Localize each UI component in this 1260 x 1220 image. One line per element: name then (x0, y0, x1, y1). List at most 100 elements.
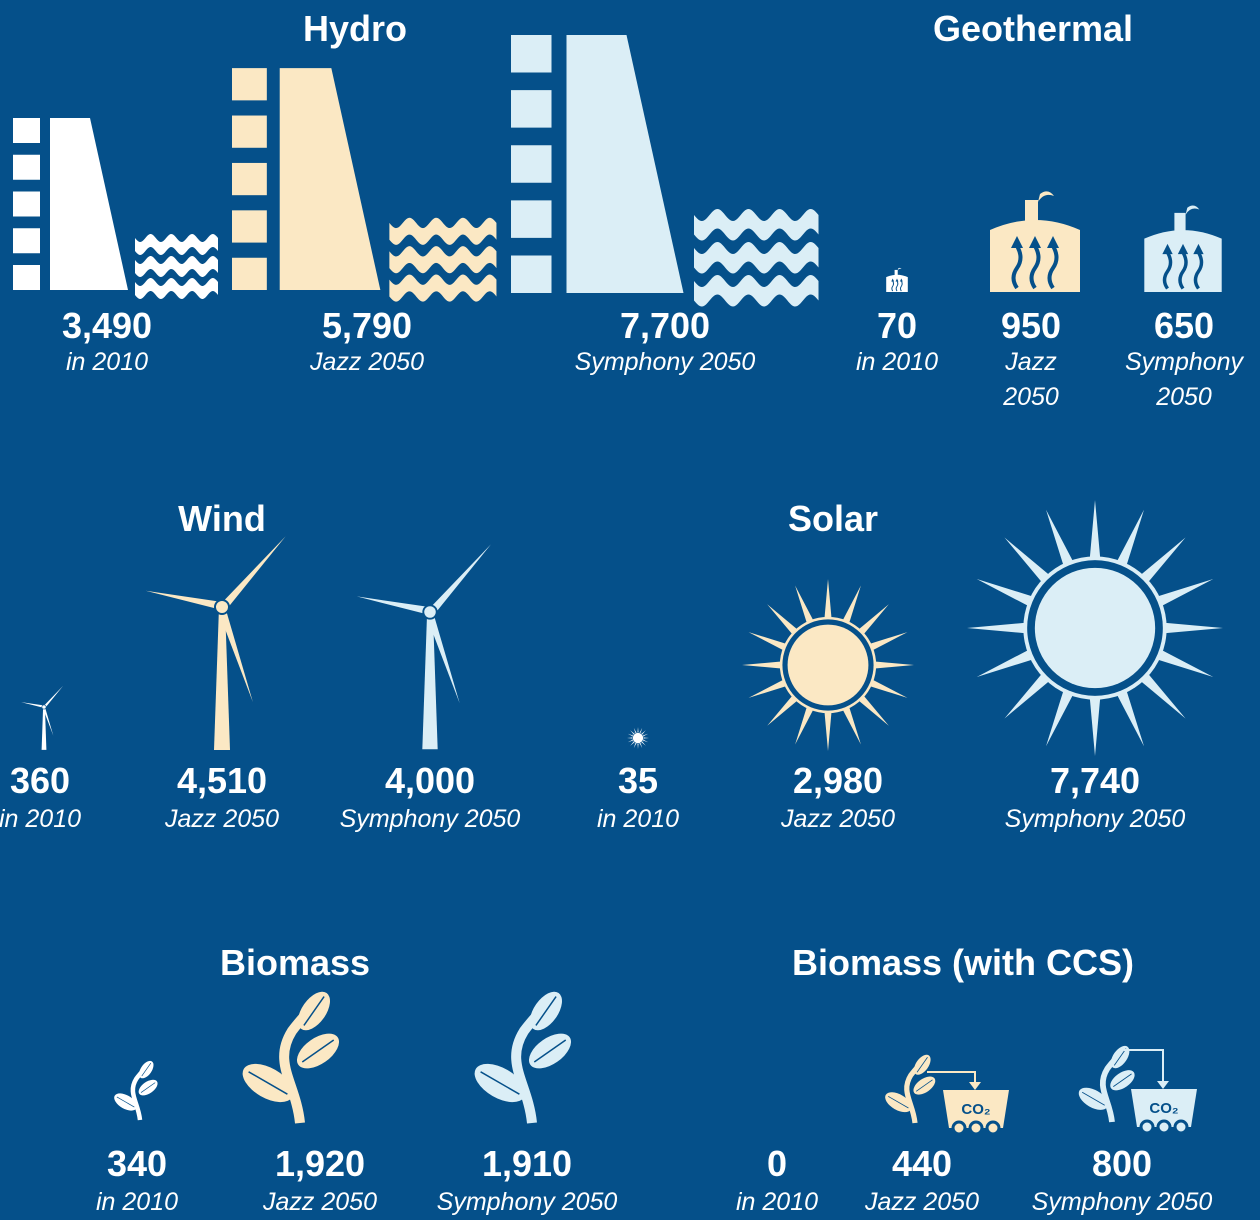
tower (214, 607, 230, 750)
ray (633, 742, 637, 749)
ray (1004, 669, 1054, 719)
arrow-head (1011, 236, 1023, 248)
chimney (1174, 212, 1186, 234)
cart-body (943, 1090, 1009, 1128)
solar-icon (742, 579, 914, 751)
solar-icon (967, 500, 1223, 756)
section-title: Geothermal (932, 8, 1134, 49)
biomass-icon (114, 1060, 158, 1121)
wave (389, 246, 497, 274)
ray (1114, 684, 1144, 747)
heat-arrow (891, 280, 894, 292)
scenario-caption: Symphony 2050 (436, 1188, 618, 1216)
heat-arrow (895, 280, 899, 292)
leaf-vein (301, 1039, 335, 1063)
blade (43, 685, 64, 709)
ray (1046, 684, 1076, 747)
scenario-caption: Jazz 2050 (781, 805, 895, 833)
wave (694, 209, 819, 241)
scenario-caption: in 2010 (65, 348, 149, 376)
leaf-vein (533, 1039, 567, 1063)
heat-arrow (1162, 251, 1173, 290)
ray (639, 742, 643, 749)
ray (630, 741, 635, 746)
value-label: 800 (1091, 1143, 1153, 1184)
biomass-icon (885, 1054, 936, 1124)
section-title: Hydro (302, 8, 407, 49)
blade (427, 544, 492, 616)
chimney (894, 269, 898, 276)
sun-core (787, 624, 869, 706)
blade (356, 596, 431, 615)
wind-icon (21, 685, 64, 750)
wheel (1156, 1119, 1172, 1135)
hydro-icon (13, 118, 218, 299)
arrow-head (1162, 243, 1173, 255)
arrow-head (1029, 236, 1041, 248)
dam-block (13, 191, 40, 217)
co2-arrow (927, 1071, 976, 1084)
arrow-head (1193, 243, 1204, 255)
smoke (1185, 205, 1200, 215)
ray (641, 730, 646, 735)
geothermal-icon (886, 267, 908, 292)
leaf-vein (116, 1096, 135, 1108)
scenario-caption: in 2010 (95, 1188, 179, 1216)
scenario-caption: Jazz 2050 (865, 1188, 979, 1216)
heat-arrow (1193, 251, 1204, 290)
value-label: 1,920 (274, 1143, 366, 1184)
dam-block (13, 154, 40, 180)
ray (1089, 500, 1101, 565)
leaf-vein (480, 1071, 520, 1095)
wave (135, 256, 218, 277)
ray (795, 703, 816, 745)
ray (643, 737, 649, 739)
dam-block (511, 90, 552, 128)
wheel (1139, 1119, 1155, 1135)
geothermal-icon (990, 191, 1080, 292)
scenario-caption: Jazz 2050 (310, 348, 424, 376)
wave (694, 275, 819, 307)
ray (630, 730, 635, 735)
arrow-head (969, 1082, 981, 1090)
value-label: 7,740 (1049, 760, 1141, 801)
dam-block (511, 255, 552, 293)
wave (135, 278, 218, 299)
wheel (1173, 1119, 1189, 1135)
dam (50, 118, 128, 290)
leaf-vein (1081, 1091, 1105, 1106)
scenario-caption: Symphony 2050 (574, 348, 756, 376)
dam-block (232, 257, 267, 290)
value-label: 4,000 (384, 760, 476, 801)
ray (767, 692, 801, 726)
ray (866, 677, 908, 698)
dam-block (232, 210, 267, 243)
biomass-icon (242, 991, 340, 1124)
heat-arrow (1029, 244, 1041, 290)
ray (642, 733, 649, 737)
scenario-caption: Jazz 2050 (1003, 348, 1059, 411)
ray (976, 579, 1039, 609)
scenario-caption: Symphony 2050 (1031, 1188, 1213, 1216)
ray (767, 604, 801, 638)
value-label: 340 (106, 1143, 168, 1184)
leaf-vein (303, 996, 325, 1026)
blade (145, 590, 224, 610)
ray (1046, 509, 1076, 572)
value-label: 3,490 (61, 305, 153, 346)
value-label: 440 (891, 1143, 953, 1184)
scenario-caption: Jazz 2050 (263, 1188, 377, 1216)
wave (389, 217, 497, 245)
plant-building (886, 274, 908, 292)
wind-icon (145, 536, 286, 750)
leaf-vein (1113, 1073, 1132, 1087)
ray (627, 737, 633, 739)
ray (1151, 647, 1214, 677)
arrow-head (899, 278, 903, 282)
ray (642, 739, 649, 743)
ray (1136, 537, 1186, 587)
value-label: 70 (876, 305, 918, 346)
value-label: 35 (617, 760, 659, 801)
arrow-head (1047, 236, 1059, 248)
ray (870, 661, 914, 669)
